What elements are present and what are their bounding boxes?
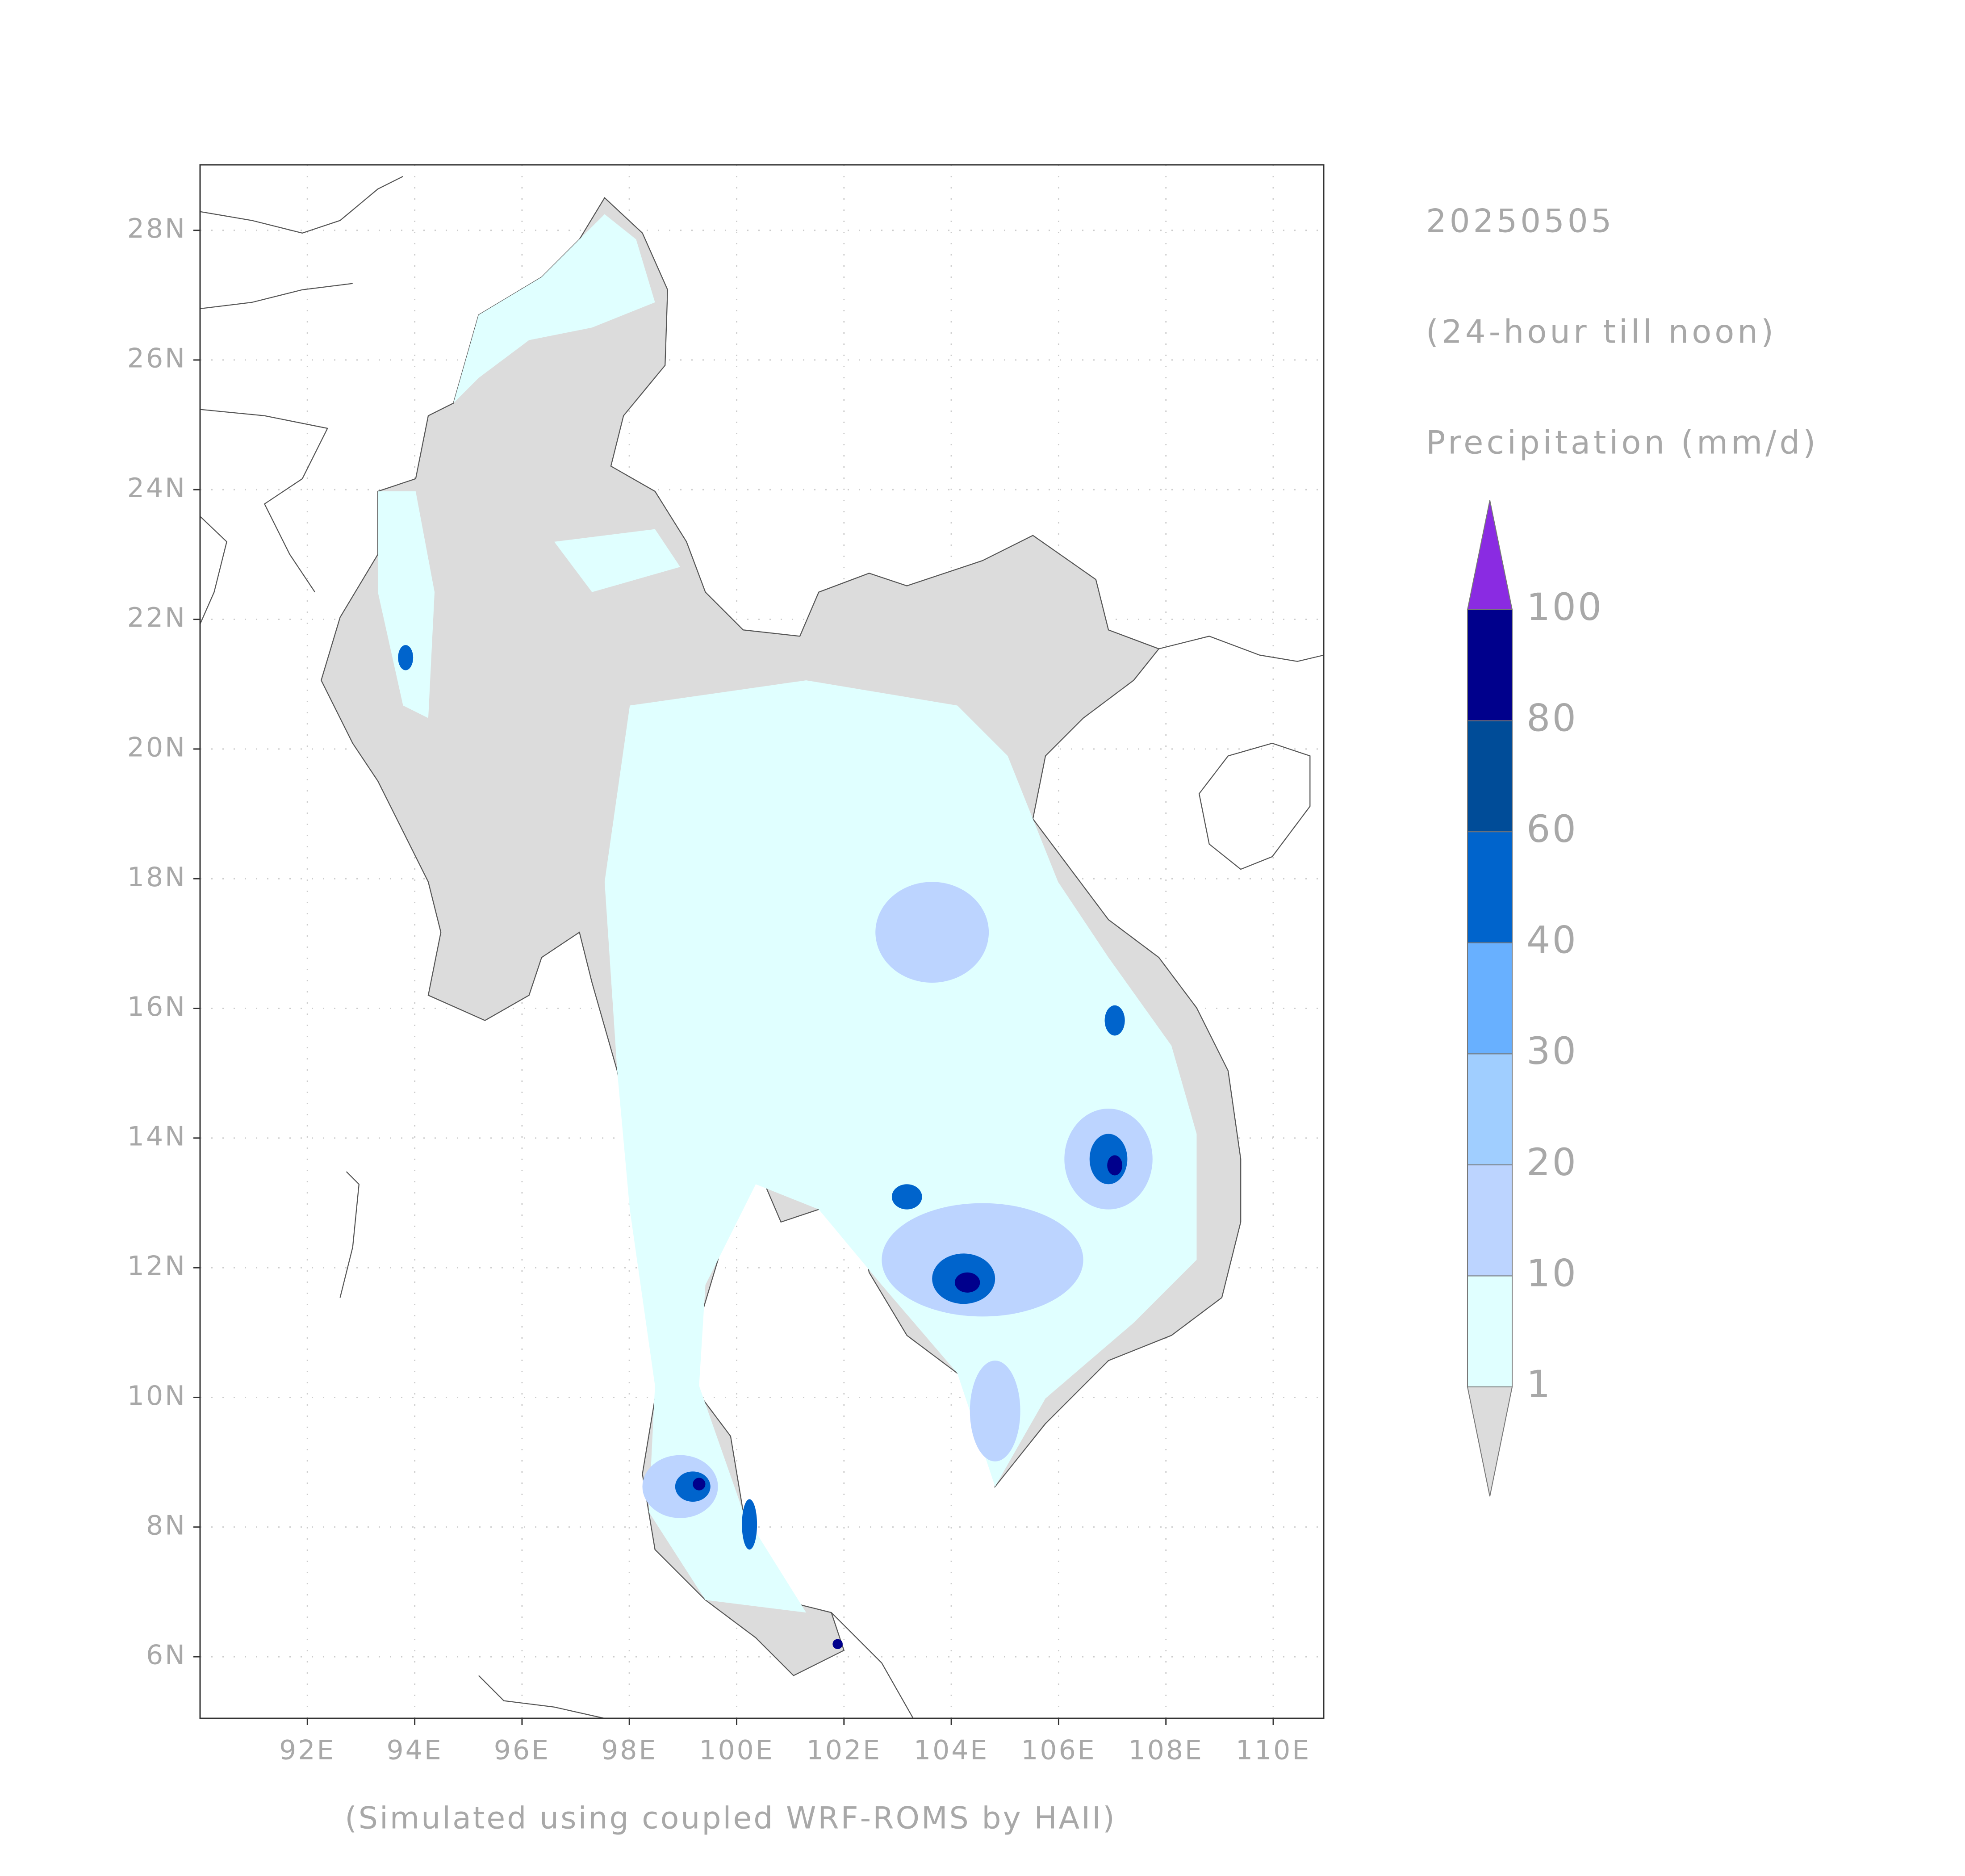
x-tick-label: 102E [807,1735,882,1766]
y-tick-label: 24N [127,473,187,504]
colorbar-label: 1 [1526,1362,1552,1406]
x-tick-label: 110E [1236,1735,1311,1766]
x-tick-label: 106E [1021,1735,1096,1766]
y-tick-label: 12N [127,1251,187,1282]
colorbar-label: 10 [1526,1251,1578,1295]
y-tick-label: 28N [127,213,187,244]
y-tick-label: 26N [127,343,187,374]
colorbar-segment [1467,942,1513,1055]
colorbar-segment [1467,720,1513,833]
colorbar-label: 40 [1526,918,1578,962]
colorbar-label: 100 [1526,585,1603,629]
y-tick-label: 20N [127,732,187,763]
y-tick-label: 6N [146,1640,187,1671]
y-tick-label: 22N [127,602,187,633]
y-tick-label: 10N [127,1380,187,1411]
colorbar-segment [1467,1053,1513,1165]
y-tick-label: 18N [127,862,187,893]
x-tick-label: 108E [1129,1735,1204,1766]
colorbar-label: 80 [1526,696,1578,740]
colorbar-under [1467,1386,1513,1497]
date: 20250505 [1426,202,1614,240]
x-tick-label: 96E [494,1735,550,1766]
x-tick-label: 94E [386,1735,443,1766]
colorbar-segment [1467,1275,1513,1387]
x-tick-label: 98E [601,1735,657,1766]
rain-area [693,1155,1123,1650]
x-tick-label: 100E [699,1735,774,1766]
x-tick-label: 92E [279,1735,335,1766]
rain-area [604,680,1197,1613]
x-tick-label: 104E [914,1735,989,1766]
colorbar-label: 30 [1526,1029,1578,1073]
y-tick-label: 8N [146,1510,187,1541]
period: (24-hour till noon) [1426,313,1777,351]
y-tick-label: 14N [127,1121,187,1152]
colorbar-label: 20 [1526,1140,1578,1184]
map-frame [199,164,1325,1719]
coastline [200,176,1324,1719]
colorbar-over [1467,500,1513,610]
colorbar-segment [1467,1164,1513,1277]
colorbar-segment [1467,831,1513,943]
y-tick-label: 16N [127,991,187,1022]
footer: (Simulated using coupled WRF-ROMS by HAI… [345,1801,1116,1836]
variable: Precipitation (mm/d) [1426,424,1819,461]
colorbar-segment [1467,609,1513,721]
colorbar-label: 60 [1526,807,1578,851]
land [200,176,1324,1719]
